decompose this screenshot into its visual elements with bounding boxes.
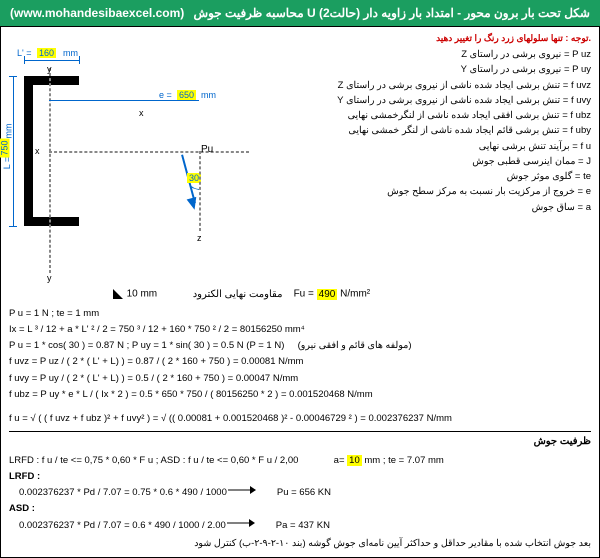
def-fuvz: f uvz = تنش برشی ایجاد شده ناشی از نیروی… — [269, 79, 591, 93]
definitions: P uz = نیروی برشی در راستای Z P uy = نیر… — [269, 48, 591, 288]
calc-r3a: P u = 1 * cos( 30 ) = 0.87 N ; P uy = 1 … — [9, 340, 284, 351]
dim-Lprime-unit: mm — [63, 48, 78, 58]
dim-L-label: L = — [2, 157, 12, 169]
calc-r7: f u = √ ( ( f uvz + f ubz )² + f uvy² ) … — [9, 411, 591, 427]
axis-y: y — [47, 273, 52, 283]
pu-label: Pu — [201, 144, 213, 155]
header: (www.mohandesibaexcel.com) محاسبه ظرفیت … — [0, 0, 600, 26]
dim-L-val[interactable]: 750 — [0, 138, 10, 157]
asd-calc: 0.002376237 * Pd / 7.07 = 0.6 * 490 / 10… — [19, 518, 226, 534]
fu-eq: Fu = — [294, 289, 314, 300]
calc-r2: Ix = L ³ / 12 + a * L' ² / 2 = 750 ³ / 1… — [9, 322, 591, 338]
dim-e-label: e = — [159, 90, 172, 100]
calc-r5: f uvy = P uy / ( 2 * ( L' + L) ) = 0.5 /… — [9, 371, 591, 387]
calc-r4: f uvz = P uz / ( 2 * ( L' + L) ) = 0.87 … — [9, 354, 591, 370]
dim-e-line — [49, 100, 199, 101]
weld-triangle-icon — [112, 288, 124, 300]
bottom-note: بعد جوش انتخاب شده با مقادیر حداقل و حدا… — [9, 538, 591, 549]
weld-size: 10 mm — [127, 289, 158, 300]
def-fuby: f uby = تنش برشی قائم ایجاد شده ناشی از … — [269, 124, 591, 138]
fu-label-ar: مقاومت نهایی الکترود — [193, 289, 283, 300]
separator — [9, 431, 591, 432]
def-te: te = گلوی موثر جوش — [269, 170, 591, 184]
pu-arrowhead — [187, 197, 200, 211]
axis-x: x — [35, 146, 40, 156]
dim-L-line — [13, 76, 14, 226]
def-e: e = خروج از مرکزیت بار نسبت به مرکز سطح … — [269, 185, 591, 199]
a-rest: mm ; te = 7.07 mm — [364, 455, 443, 466]
lrfd-calc: 0.002376237 * Pd / 7.07 = 0.75 * 0.6 * 4… — [19, 485, 227, 501]
site-url: (www.mohandesibaexcel.com) — [10, 6, 184, 20]
lrfd-result: Pu = 656 KN — [277, 485, 331, 501]
def-j: J = ممان اینرسی قطبی جوش — [269, 155, 591, 169]
axis-y2: y — [47, 64, 52, 74]
dim-L-unit: mm — [4, 124, 14, 139]
dim-Lprime-line — [24, 60, 79, 61]
calc-r1: P u = 1 N ; te = 1 mm — [9, 306, 591, 322]
lrfd-label: LRFD : — [9, 469, 591, 485]
def-fuvy: f uvy = تنش برشی ایجاد شده ناشی از نیروی… — [269, 94, 591, 108]
fu-unit: N/mm² — [340, 289, 370, 300]
capacity-title: ظرفیت جوش — [9, 436, 591, 447]
lrfd-asd-criteria: LRFD : f u / te <= 0,75 * 0,60 * F u ; A… — [9, 455, 298, 466]
calculations: P u = 1 N ; te = 1 mm Ix = L ³ / 12 + a … — [9, 306, 591, 427]
dim-e-unit: mm — [201, 90, 216, 100]
dim-e-val[interactable]: 650 — [177, 90, 196, 100]
page-title: محاسبه ظرفیت جوش U شکل تحت بار برون محور… — [193, 6, 590, 20]
diagram: L' = 160 mm L = 750 mm y y x x — [9, 48, 269, 288]
def-a: a = ساق جوش — [269, 201, 591, 215]
dim-Lprime-val[interactable]: 160 — [37, 48, 56, 58]
a-val[interactable]: 10 — [347, 455, 362, 466]
def-puy: P uy = نیروی برشی در راستای Y — [269, 63, 591, 77]
dash-y — [49, 68, 51, 273]
calc-r6: f ubz = P uy * e * L / ( Ix * 2 ) = 0.5 … — [9, 387, 591, 403]
dash-z — [199, 151, 201, 231]
def-fubz: f ubz = تنش برشی افقی ایجاد شده ناشی از … — [269, 109, 591, 123]
def-puz: P uz = نیروی برشی در راستای Z — [269, 48, 591, 62]
axis-x2: x — [139, 108, 144, 118]
dash-x — [49, 151, 249, 153]
arrow-right-icon — [228, 485, 256, 495]
def-fu: f u = برآیند تنش برشی نهایی — [269, 140, 591, 154]
u-bot-flange — [24, 217, 79, 226]
edit-note: توجه : تنها سلولهای زرد رنگ را تغییر دهی… — [9, 33, 591, 44]
u-web — [24, 76, 33, 226]
asd-result: Pa = 437 KN — [276, 518, 330, 534]
arrow-right-icon-2 — [227, 518, 255, 528]
main-panel: توجه : تنها سلولهای زرد رنگ را تغییر دهی… — [0, 26, 600, 558]
calc-r3b: (مولفه های قائم و افقی نیرو) — [298, 338, 412, 354]
axis-z: z — [197, 233, 202, 243]
asd-label: ASD : — [9, 501, 591, 517]
a-label: a= — [334, 455, 345, 466]
fu-val[interactable]: 490 — [317, 289, 338, 300]
